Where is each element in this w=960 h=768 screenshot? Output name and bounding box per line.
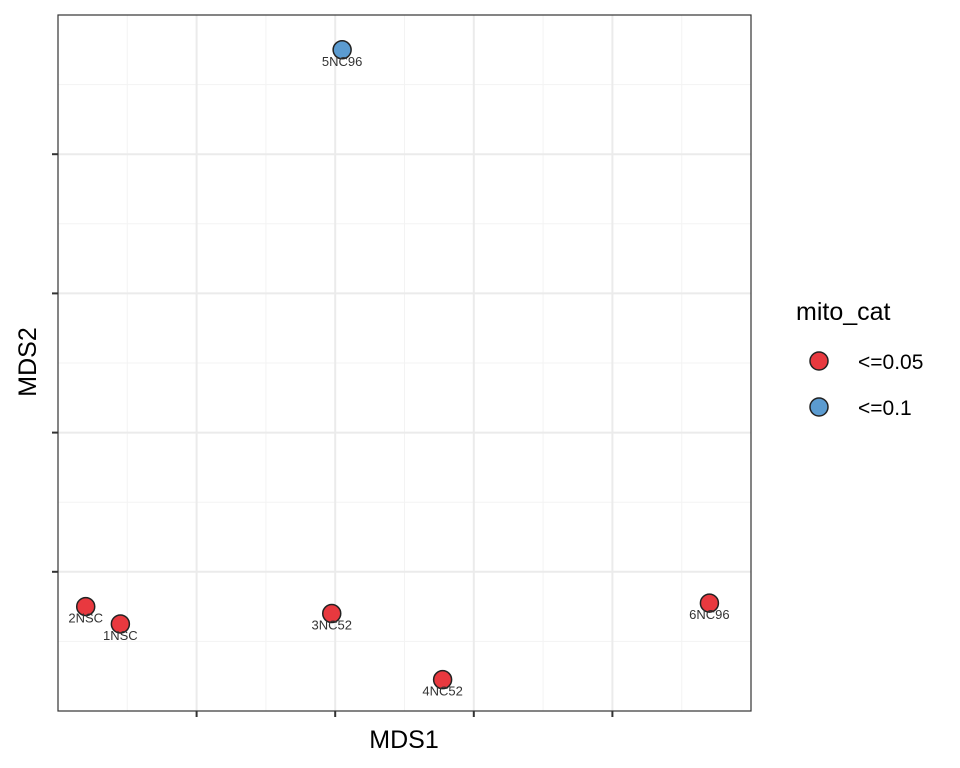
point-label-3nc52: 3NC52 [312, 618, 352, 633]
x-axis-title: MDS1 [369, 726, 438, 754]
axis-ticks [52, 153, 614, 717]
data-point-6nc96 [699, 593, 720, 613]
data-point-1nsc [110, 614, 131, 634]
point-label-6nc96: 6NC96 [689, 607, 729, 622]
point-label-1nsc: 1NSC [103, 628, 138, 643]
legend-label-1: <=0.1 [858, 397, 912, 420]
data-point-5nc96 [332, 40, 352, 60]
legend-title: mito_cat [796, 298, 891, 326]
legend-key-1 [809, 397, 829, 417]
minor-gridlines [58, 15, 751, 711]
legend: mito_cat <=0.05 <=0.1 [796, 298, 923, 420]
major-gridlines [58, 15, 751, 711]
point-label-2nsc: 2NSC [68, 611, 103, 626]
legend-label-0: <=0.05 [858, 351, 923, 374]
data-point-4nc52 [432, 669, 453, 690]
point-label-5nc96: 5NC96 [322, 54, 362, 69]
point-label-4nc52: 4NC52 [422, 684, 462, 699]
data-points [75, 40, 720, 690]
plot-panel-border [57, 14, 752, 712]
data-point-2nsc [75, 596, 96, 617]
data-point-3nc52 [321, 603, 342, 624]
legend-key-0 [809, 351, 829, 371]
y-axis-title: MDS2 [14, 327, 42, 396]
